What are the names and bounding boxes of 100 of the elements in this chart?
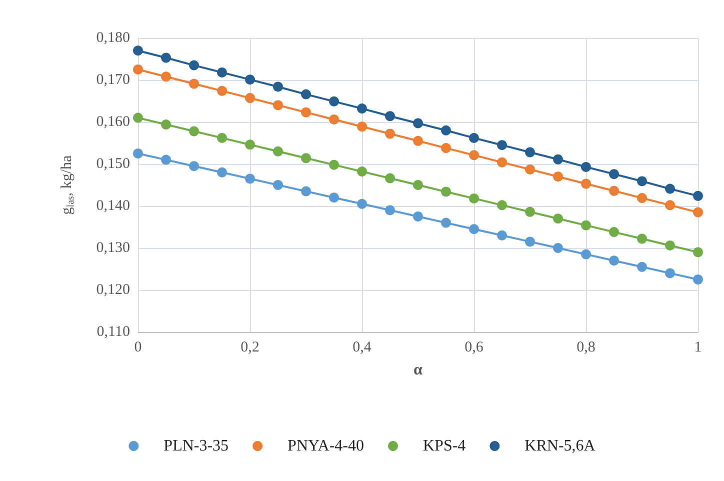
point: [161, 52, 171, 63]
x-tick-label: 0,6: [464, 340, 484, 356]
point: [133, 46, 143, 56]
point: [609, 256, 619, 266]
legend-label: KRN-5,6A: [524, 438, 596, 454]
point: [133, 148, 143, 158]
point: [189, 78, 199, 89]
point: [189, 126, 199, 136]
point: [469, 224, 479, 234]
point: [329, 114, 339, 124]
point: [637, 193, 647, 204]
legend-label: PNYA-4-40: [288, 438, 364, 454]
point: [245, 74, 255, 85]
y-tick-label: 0,130: [96, 240, 130, 256]
point: [553, 172, 563, 182]
point: [497, 230, 507, 240]
point: [161, 154, 171, 165]
y-tick-label: 0,160: [96, 114, 130, 130]
point: [637, 234, 647, 244]
point: [469, 193, 479, 204]
point: [217, 167, 227, 178]
point: [413, 118, 423, 128]
point: [469, 150, 479, 160]
point: [385, 205, 395, 216]
point: [609, 186, 619, 196]
point: [581, 162, 591, 172]
point: [189, 60, 199, 70]
point: [693, 247, 703, 258]
y-tick-label: 0,110: [96, 324, 130, 340]
point: [273, 180, 283, 190]
point: [385, 128, 395, 139]
point: [385, 173, 395, 184]
point: [553, 214, 563, 224]
point: [441, 143, 451, 154]
point: [609, 169, 619, 180]
point: [329, 160, 339, 170]
point: [273, 146, 283, 156]
point: [665, 184, 675, 194]
point: [357, 198, 367, 209]
point: [665, 200, 675, 210]
point: [357, 122, 367, 132]
x-tick-label: 0: [134, 340, 142, 356]
point: [133, 112, 143, 123]
point: [665, 268, 675, 278]
point: [553, 243, 563, 253]
point: [637, 176, 647, 186]
point: [553, 154, 563, 164]
point: [441, 125, 451, 136]
point: [161, 72, 171, 82]
point: [693, 207, 703, 218]
point: [245, 140, 255, 150]
y-tick-label: 0,150: [96, 156, 130, 172]
point: [413, 136, 423, 146]
point: [217, 132, 227, 143]
point: [357, 104, 367, 114]
point: [693, 274, 703, 284]
point: [469, 132, 479, 143]
y-tick-label: 0,170: [96, 72, 130, 88]
point: [693, 190, 703, 201]
point: [497, 157, 507, 168]
y-axis-title: glas, kg/ha: [59, 154, 76, 215]
y-tick-label: 0,140: [96, 198, 130, 214]
point: [301, 89, 311, 100]
point: [273, 100, 283, 110]
legend-label: PLN-3-35: [164, 438, 229, 454]
point: [301, 107, 311, 118]
legend-label: KPS-4: [422, 438, 466, 454]
point: [217, 67, 227, 78]
point: [245, 93, 255, 104]
point: [441, 186, 451, 197]
point: [637, 262, 647, 272]
point: [245, 174, 255, 184]
point: [525, 164, 535, 174]
point: [161, 120, 171, 130]
point: [189, 161, 199, 172]
point: [581, 249, 591, 260]
point: [609, 227, 619, 238]
point: [413, 212, 423, 222]
point: [581, 220, 591, 230]
point: [133, 64, 143, 74]
point: [497, 140, 507, 150]
point: [525, 147, 535, 158]
x-tick-label: 1: [694, 340, 702, 356]
point: [385, 111, 395, 122]
point: [581, 178, 591, 189]
point: [301, 186, 311, 196]
point: [413, 180, 423, 190]
y-tick-label: 0,120: [96, 282, 130, 298]
point: [273, 82, 283, 92]
y-tick-label: 0,180: [96, 30, 130, 46]
x-tick-label: 0,2: [240, 340, 260, 356]
point: [525, 236, 535, 247]
point: [525, 206, 535, 217]
x-tick-label: 0,8: [576, 340, 596, 356]
point: [497, 200, 507, 210]
point: [441, 218, 451, 228]
x-tick-label: 0,4: [352, 340, 372, 356]
point: [357, 166, 367, 177]
point: [301, 153, 311, 164]
point: [665, 240, 675, 250]
